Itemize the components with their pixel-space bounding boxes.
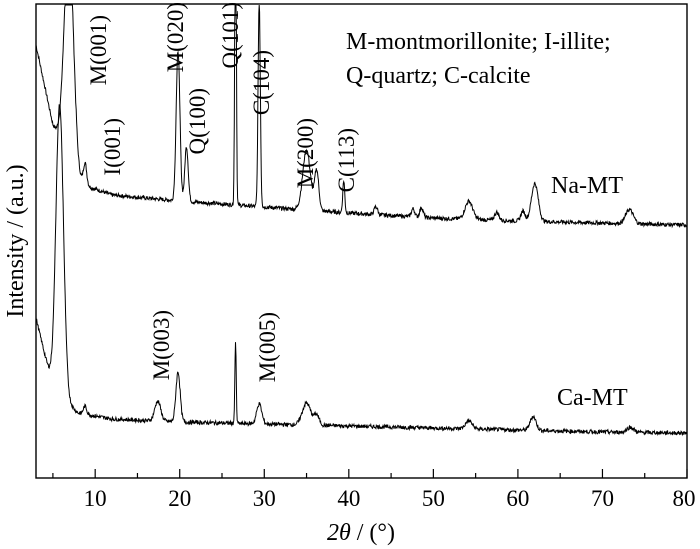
peak-label: Q(101) [218,2,243,68]
x-axis-label-theta: θ [339,520,351,546]
legend-line-2: Q-quartz; C-calcite [346,63,531,89]
peak-label: C(104) [249,50,274,115]
peak-label: M(003) [149,310,174,380]
x-tick-label: 70 [591,486,614,511]
peak-label: I(001) [100,118,125,175]
x-axis-ticks [52,469,688,478]
plot-frame [35,3,688,479]
x-axis-label-symbol: 2 [327,520,339,546]
series-line-0 [35,4,688,229]
peak-label: M(005) [255,312,280,382]
series-layer [35,4,688,437]
peak-label: M(200) [293,118,318,188]
y-axis-label: Intensity / (a.u.) [3,164,29,317]
peak-label: M(001) [86,15,111,85]
x-axis-label-unit: / (°) [351,520,395,546]
peak-labels: M(001) I(001) M(020) Q(100) Q(101)C(104) M(20… [86,2,359,382]
x-tick-label: 50 [422,486,445,511]
series-labels: Na-MT Ca-MT [551,173,628,411]
x-axis-label: 2θ / (°) [327,520,395,546]
x-tick-label: 80 [673,486,696,511]
series-line-1 [35,104,688,437]
peak-label: C(113) [334,128,359,192]
x-tick-label: 10 [84,486,107,511]
peak-label: Q(100) [185,88,210,154]
x-tick-label: 40 [337,486,360,511]
peak-label: M(020) [163,2,188,72]
x-tick-labels: 10 20 30 40 50 60 70 80 [84,486,696,511]
series-name-label: Ca-MT [557,385,628,411]
legend-line-1: M-montmorillonite; I-illite; [346,29,611,55]
series-name-label: Na-MT [551,173,623,199]
x-tick-label: 30 [253,486,276,511]
x-tick-label: 20 [168,486,191,511]
x-tick-label: 60 [506,486,529,511]
